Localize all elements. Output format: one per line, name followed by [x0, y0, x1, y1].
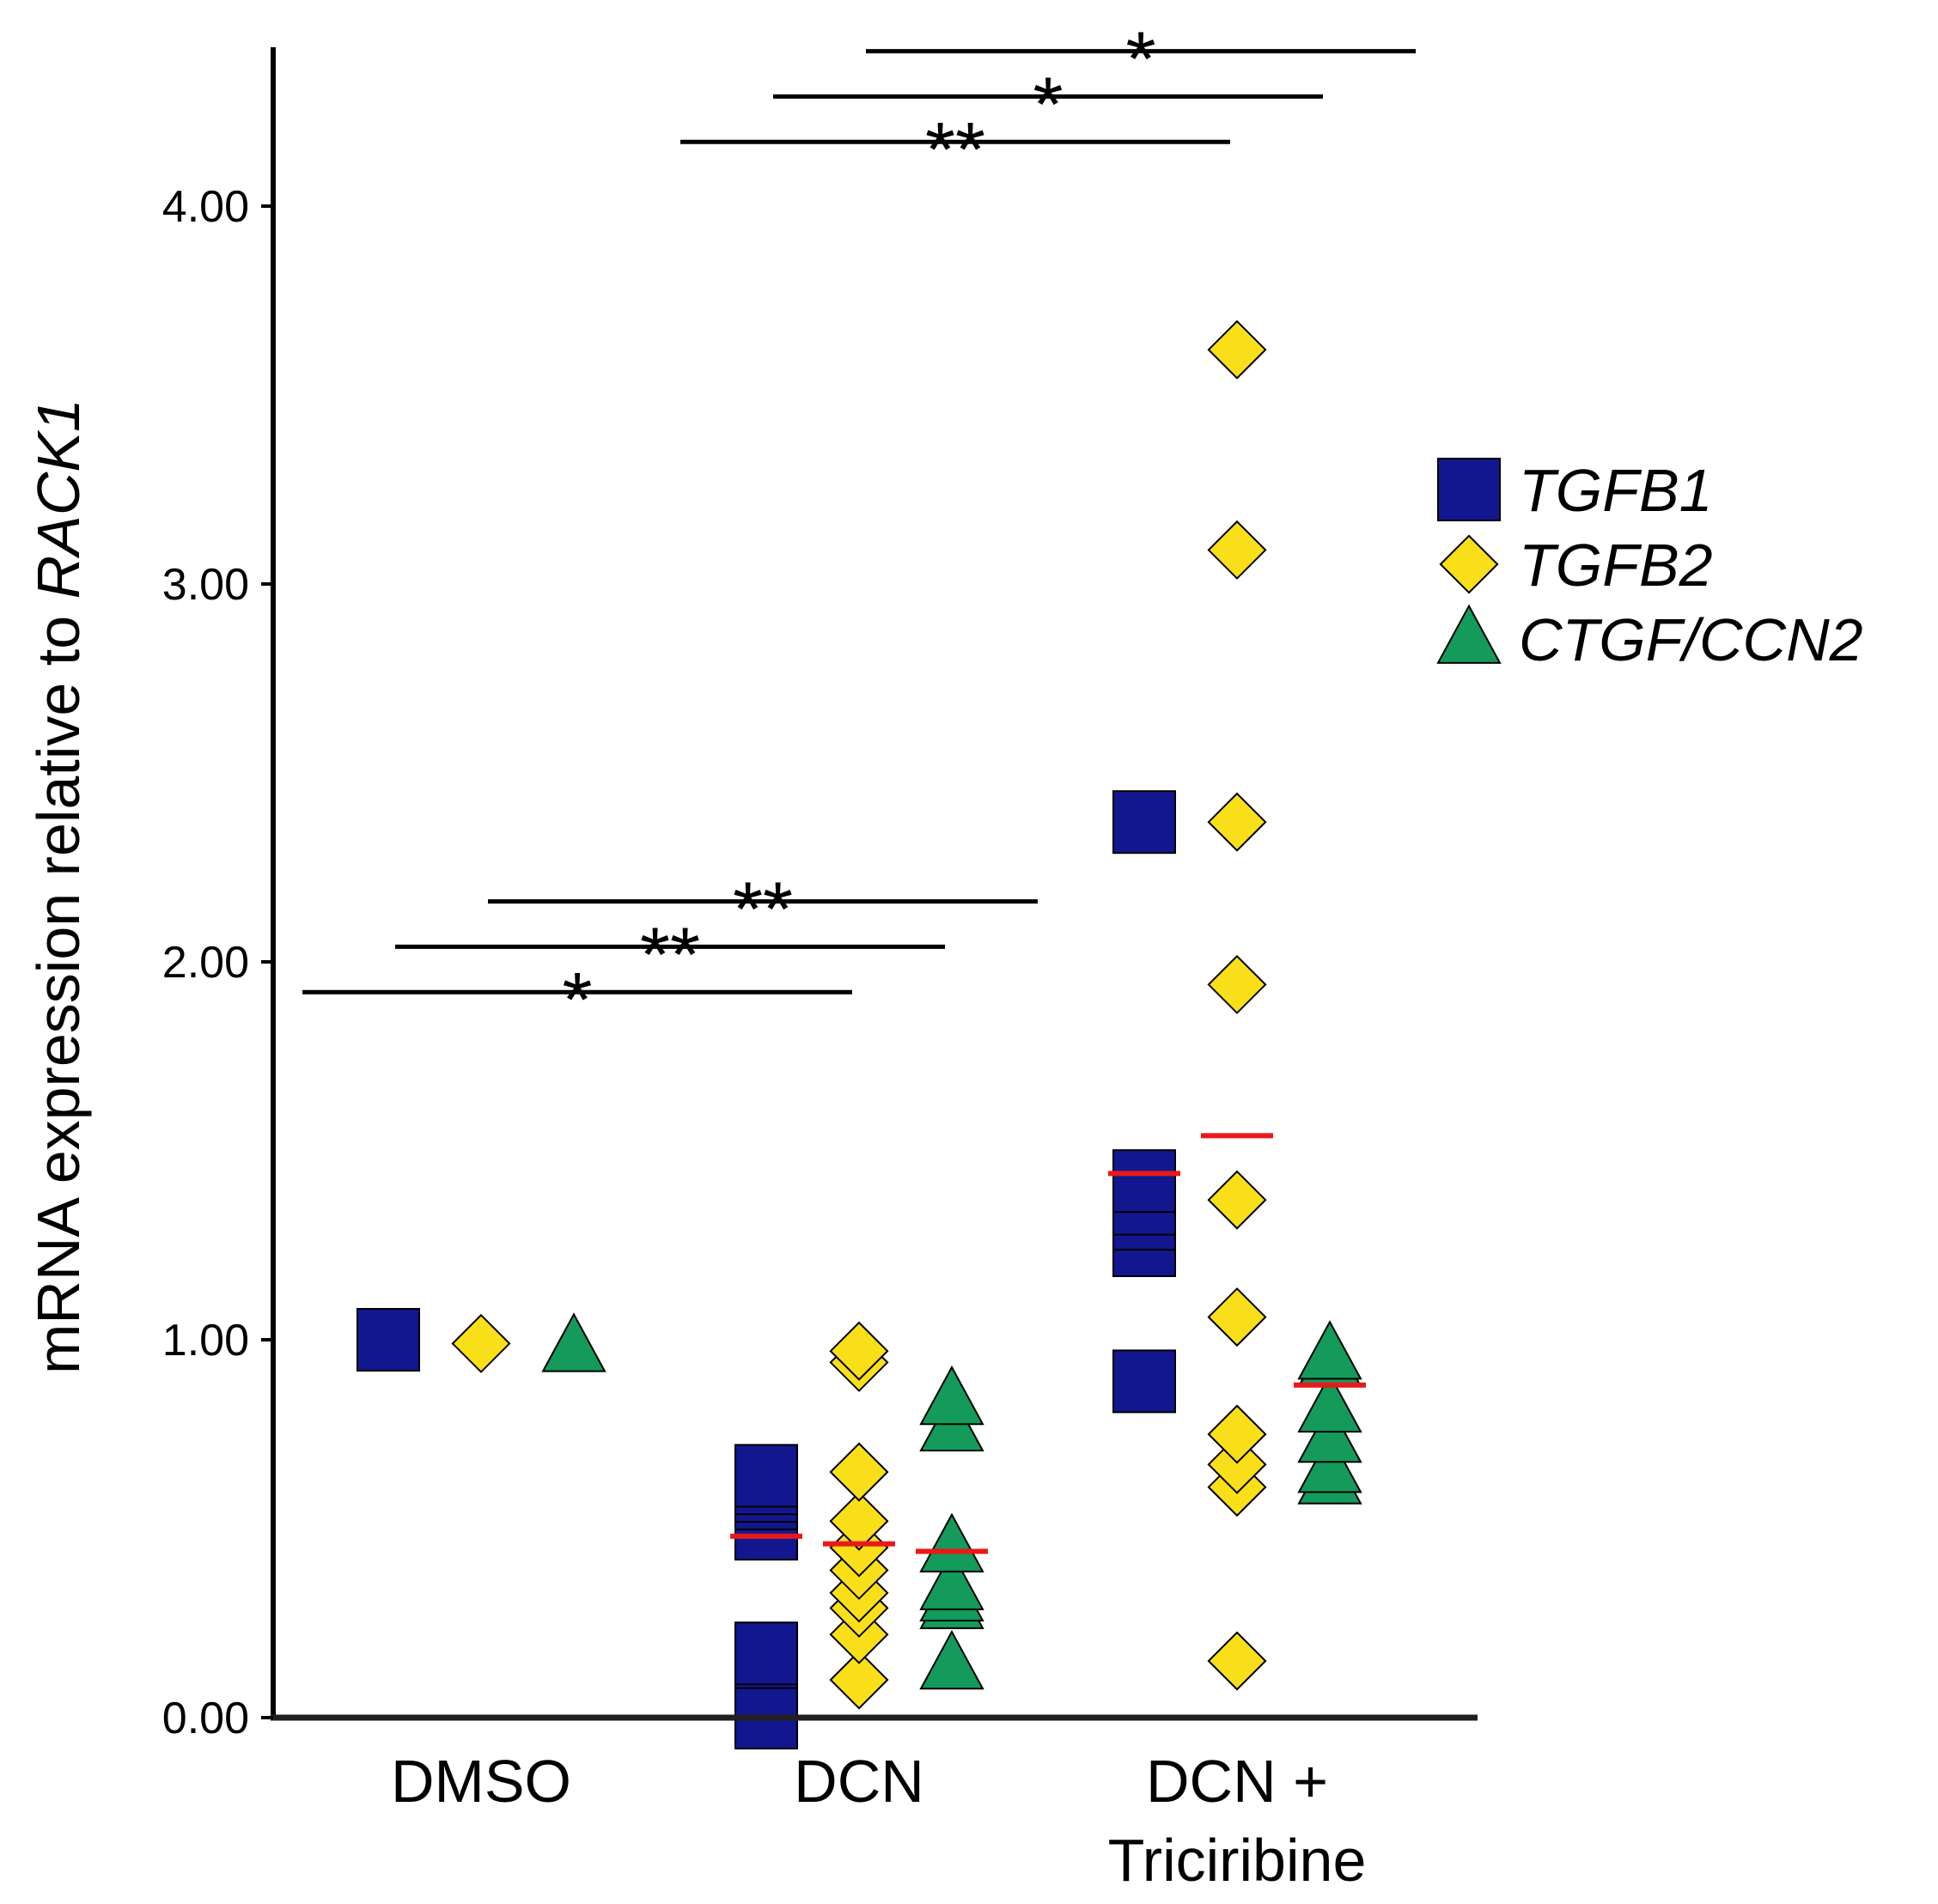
data-point-square	[1112, 1349, 1176, 1414]
legend-label: TGFB1	[1519, 457, 1713, 524]
data-point-square	[734, 1444, 798, 1508]
legend: TGFB1 TGFB2 CTGF/CCN2	[1436, 457, 1863, 673]
data-point-triangle	[1297, 1320, 1362, 1380]
significance-label: **	[640, 912, 700, 998]
data-point-diamond	[829, 1442, 889, 1502]
x-category-label: DCN +	[1146, 1748, 1328, 1815]
x-category-label: DMSO	[391, 1748, 571, 1815]
data-point-diamond	[1207, 1404, 1267, 1464]
data-point-diamond	[829, 1650, 889, 1710]
data-point-diamond	[829, 1491, 889, 1551]
data-point-triangle	[919, 1629, 984, 1690]
mean-lines-layer	[730, 1133, 1366, 1554]
x-category-label: DCN	[794, 1748, 924, 1815]
significance-label: **	[733, 867, 793, 953]
data-point-diamond	[1207, 520, 1267, 580]
y-axis-label-italic: RACK1	[25, 398, 92, 599]
significance-label: *	[562, 958, 592, 1043]
legend-marker-square	[1437, 458, 1501, 521]
y-tick-label: 0.00	[162, 1694, 249, 1743]
legend-marker-diamond	[1439, 534, 1499, 594]
data-point-triangle	[919, 1550, 984, 1610]
axes-layer: 0.00 1.00 2.00 3.00 4.00 DMSO DCN DCN + Tricirib…	[25, 47, 1478, 1894]
data-point-diamond	[1207, 1631, 1267, 1691]
data-point-diamond	[1207, 1434, 1267, 1494]
significance-label: *	[1125, 17, 1155, 103]
data-point-triangle	[1297, 1402, 1362, 1463]
data-points-layer	[357, 319, 1362, 1749]
significance-layer: *********	[302, 17, 1416, 1043]
data-point-square	[357, 1308, 420, 1372]
significance-label: *	[1033, 62, 1063, 148]
data-point-triangle	[1297, 1372, 1362, 1433]
data-point-square	[734, 1621, 798, 1686]
y-tick-label: 3.00	[162, 560, 249, 610]
data-point-square	[1112, 790, 1176, 855]
legend-label: CTGF/CCN2	[1519, 606, 1863, 673]
y-tick-label: 2.00	[162, 938, 249, 988]
data-point-diamond	[451, 1313, 511, 1373]
data-point-triangle	[919, 1512, 984, 1572]
y-tick-label: 1.00	[162, 1316, 249, 1366]
data-point-triangle	[1297, 1433, 1362, 1493]
data-point-diamond	[1207, 954, 1267, 1014]
y-axis-label: mRNA expression relative to RACK1	[25, 398, 92, 1374]
data-point-triangle	[919, 1365, 984, 1426]
y-axis-label-text: mRNA expression relative to	[25, 599, 92, 1374]
data-point-diamond	[1207, 319, 1267, 380]
significance-label: **	[925, 107, 985, 193]
data-point-diamond	[1207, 1170, 1267, 1230]
x-category-label: Triciribine	[1108, 1827, 1367, 1894]
data-point-triangle	[541, 1312, 606, 1372]
legend-marker-triangle	[1436, 604, 1502, 664]
y-tick-label: 4.00	[162, 182, 249, 232]
data-point-diamond	[829, 1321, 889, 1381]
data-point-square	[1112, 1149, 1176, 1214]
legend-label: TGFB2	[1519, 532, 1713, 599]
data-point-diamond	[1207, 1287, 1267, 1347]
data-point-diamond	[1207, 792, 1267, 852]
